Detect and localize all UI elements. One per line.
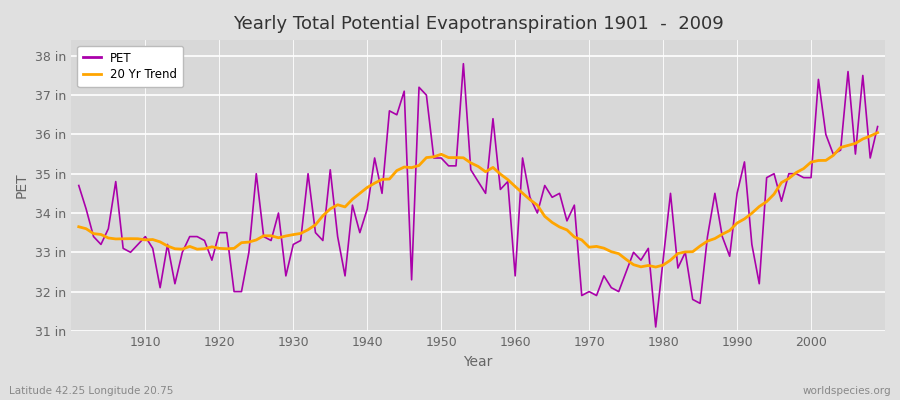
- Text: worldspecies.org: worldspecies.org: [803, 386, 891, 396]
- Y-axis label: PET: PET: [15, 173, 29, 198]
- X-axis label: Year: Year: [464, 355, 493, 369]
- Legend: PET, 20 Yr Trend: PET, 20 Yr Trend: [77, 46, 184, 87]
- Title: Yearly Total Potential Evapotranspiration 1901  -  2009: Yearly Total Potential Evapotranspiratio…: [233, 15, 724, 33]
- Text: Latitude 42.25 Longitude 20.75: Latitude 42.25 Longitude 20.75: [9, 386, 174, 396]
